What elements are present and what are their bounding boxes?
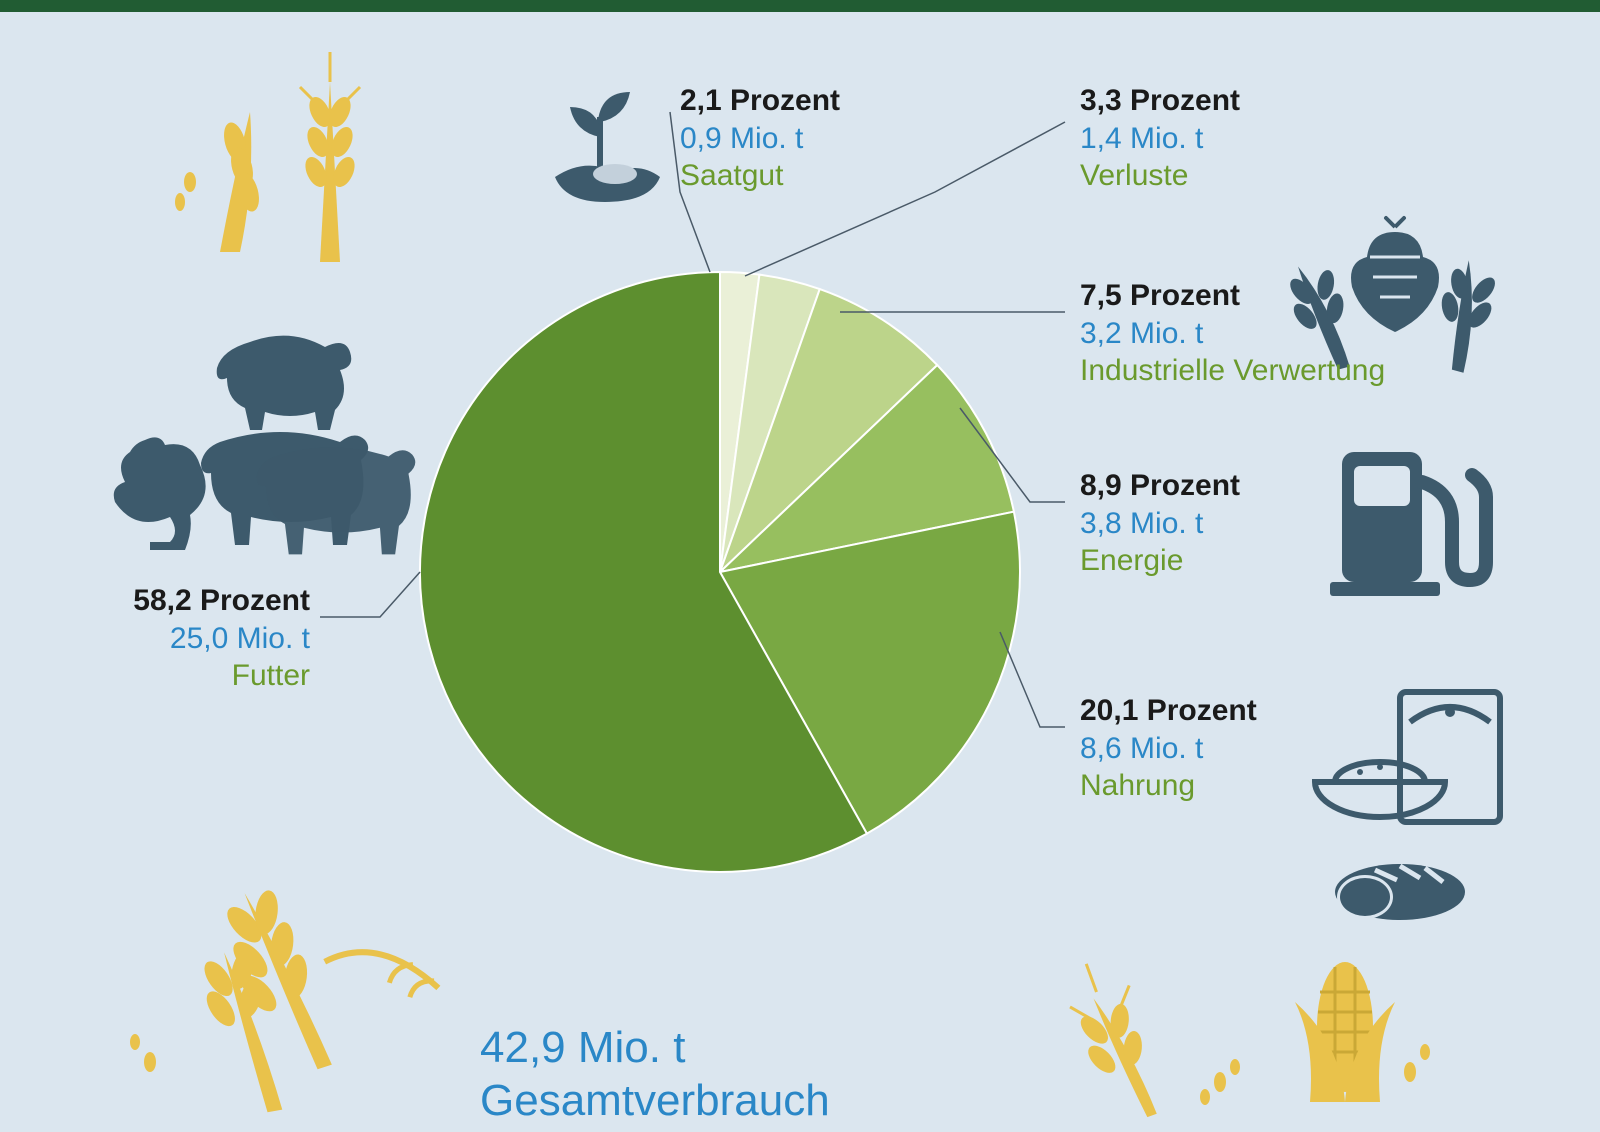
amount: 1,4 Mio. t <box>1080 120 1240 158</box>
wheat-corn-bottom-right-icon <box>1055 953 1430 1131</box>
percent: 58,2 Prozent <box>133 582 310 620</box>
amount: 0,9 Mio. t <box>680 120 840 158</box>
fuel-pump-icon <box>1330 452 1486 596</box>
category: Industrielle Verwertung <box>1080 352 1385 390</box>
percent: 20,1 Prozent <box>1080 692 1257 730</box>
wheat-bottom-left-icon <box>130 845 451 1120</box>
farm-animals-icon <box>114 336 416 555</box>
pie-chart <box>420 272 1020 872</box>
amount: 3,8 Mio. t <box>1080 505 1240 543</box>
category: Saatgut <box>680 157 840 195</box>
percent: 7,5 Prozent <box>1080 277 1385 315</box>
label-energie: 8,9 Prozent 3,8 Mio. t Energie <box>1080 467 1240 580</box>
food-icon <box>1315 692 1500 920</box>
total-consumption: 42,9 Mio. t Gesamtverbrauch <box>480 1022 830 1128</box>
wheat-top-left-icon <box>175 52 360 262</box>
top-bar <box>0 0 1600 12</box>
percent: 2,1 Prozent <box>680 82 840 120</box>
label-verluste: 3,3 Prozent 1,4 Mio. t Verluste <box>1080 82 1240 195</box>
total-label: Gesamtverbrauch <box>480 1075 830 1128</box>
label-saatgut: 2,1 Prozent 0,9 Mio. t Saatgut <box>680 82 840 195</box>
label-nahrung: 20,1 Prozent 8,6 Mio. t Nahrung <box>1080 692 1257 805</box>
category: Futter <box>133 657 310 695</box>
category: Verluste <box>1080 157 1240 195</box>
category: Nahrung <box>1080 767 1257 805</box>
leader-futter <box>320 572 420 617</box>
percent: 8,9 Prozent <box>1080 467 1240 505</box>
seedling-hand-icon <box>555 92 660 202</box>
category: Energie <box>1080 542 1240 580</box>
label-futter: 58,2 Prozent 25,0 Mio. t Futter <box>133 582 310 695</box>
label-industrie: 7,5 Prozent 3,2 Mio. t Industrielle Verw… <box>1080 277 1385 390</box>
amount: 8,6 Mio. t <box>1080 730 1257 768</box>
total-amount: 42,9 Mio. t <box>480 1022 830 1075</box>
infographic-canvas: 2,1 Prozent 0,9 Mio. t Saatgut 3,3 Proze… <box>0 12 1600 1132</box>
amount: 3,2 Mio. t <box>1080 315 1385 353</box>
amount: 25,0 Mio. t <box>133 620 310 658</box>
percent: 3,3 Prozent <box>1080 82 1240 120</box>
